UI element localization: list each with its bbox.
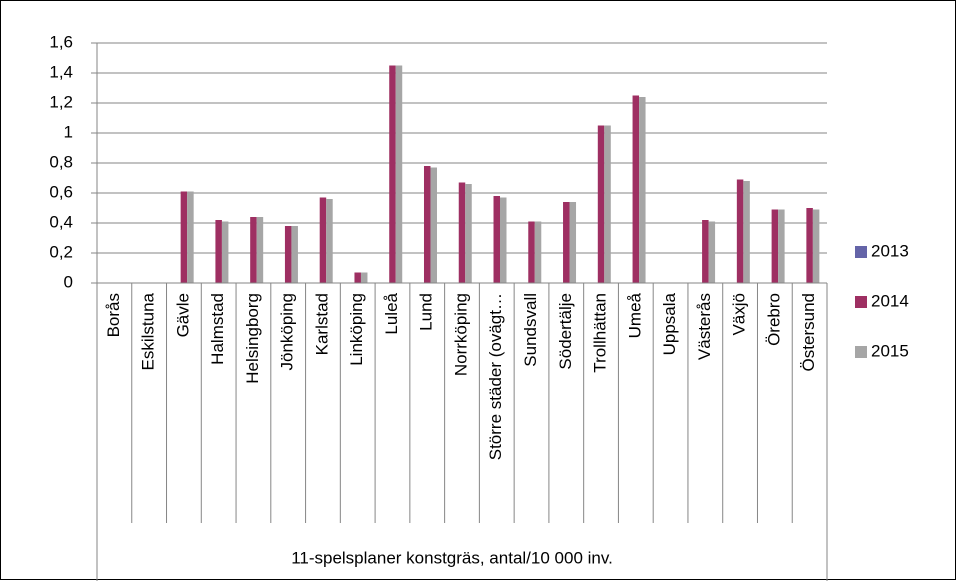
bar bbox=[806, 208, 813, 283]
bar bbox=[743, 181, 750, 283]
y-tick-label: 1,2 bbox=[49, 92, 73, 111]
bar bbox=[284, 226, 292, 283]
bar bbox=[778, 209, 785, 283]
legend-swatch bbox=[855, 246, 867, 258]
bar bbox=[187, 191, 194, 283]
x-tick-label: Gävle bbox=[173, 293, 192, 337]
x-tick-label: Västerås bbox=[695, 293, 714, 360]
x-tick-label: Karlstad bbox=[312, 293, 331, 355]
bar bbox=[423, 166, 431, 283]
legend-label: 2013 bbox=[871, 241, 909, 260]
x-tick-label: Helsingborg bbox=[243, 293, 262, 384]
x-tick-label: Halmstad bbox=[208, 293, 227, 365]
legend-swatch bbox=[855, 296, 867, 308]
legend-label: 2015 bbox=[871, 341, 909, 360]
bar bbox=[465, 184, 472, 283]
x-tick-label: Östersund bbox=[799, 293, 818, 371]
bar bbox=[389, 65, 396, 283]
bar bbox=[180, 191, 188, 283]
x-tick-label: Linköping bbox=[347, 293, 366, 366]
bar bbox=[215, 220, 222, 283]
bar bbox=[639, 97, 646, 283]
x-tick-label: Större städer (ovägt… bbox=[486, 293, 505, 460]
bar bbox=[771, 209, 779, 283]
bar bbox=[319, 197, 327, 283]
x-tick-label: Lund bbox=[417, 293, 436, 331]
legend-label: 2014 bbox=[871, 291, 909, 310]
x-tick-label: Luleå bbox=[382, 292, 401, 334]
bar bbox=[597, 125, 605, 283]
x-tick-label: Jönköping bbox=[278, 293, 297, 371]
y-tick-label: 0,2 bbox=[49, 242, 73, 261]
x-tick-label: Eskilstuna bbox=[139, 292, 158, 370]
x-tick-label: Norrköping bbox=[451, 293, 470, 376]
bar bbox=[493, 196, 501, 283]
legend-swatch bbox=[855, 346, 867, 358]
y-tick-label: 1,4 bbox=[49, 62, 73, 81]
bar bbox=[354, 272, 361, 283]
bar bbox=[569, 202, 577, 283]
x-tick-label: Södertälje bbox=[556, 293, 575, 370]
bar bbox=[326, 199, 333, 283]
bar bbox=[534, 221, 542, 283]
bar bbox=[360, 272, 368, 283]
bar bbox=[458, 182, 466, 283]
bar bbox=[528, 221, 535, 283]
bar bbox=[736, 179, 744, 283]
x-axis-title: 11-spelsplaner konstgräs, antal/10 000 i… bbox=[291, 548, 613, 567]
y-tick-label: 0,6 bbox=[49, 182, 73, 201]
x-tick-label: Sundsvall bbox=[521, 293, 540, 367]
x-tick-label: Umeå bbox=[625, 292, 644, 338]
bar bbox=[708, 221, 716, 283]
x-tick-label: Borås bbox=[104, 293, 123, 337]
bar bbox=[702, 220, 709, 283]
bar bbox=[430, 167, 437, 283]
y-tick-label: 0,8 bbox=[49, 152, 73, 171]
y-tick-label: 0 bbox=[64, 272, 73, 291]
y-tick-label: 1,6 bbox=[49, 32, 73, 51]
bar bbox=[632, 95, 640, 283]
bar bbox=[291, 226, 298, 283]
x-tick-label: Växjö bbox=[730, 293, 749, 336]
bar bbox=[250, 217, 257, 283]
bar bbox=[563, 202, 570, 283]
bar bbox=[812, 209, 820, 283]
x-tick-label: Uppsala bbox=[660, 292, 679, 355]
bar bbox=[500, 197, 507, 283]
bar bbox=[221, 221, 229, 283]
x-tick-label: Örebro bbox=[764, 293, 783, 346]
bar bbox=[395, 65, 403, 283]
y-tick-label: 1 bbox=[64, 122, 73, 141]
bar bbox=[256, 217, 264, 283]
bar bbox=[604, 125, 611, 283]
y-tick-label: 0,4 bbox=[49, 212, 73, 231]
x-tick-label: Trollhättan bbox=[591, 293, 610, 373]
